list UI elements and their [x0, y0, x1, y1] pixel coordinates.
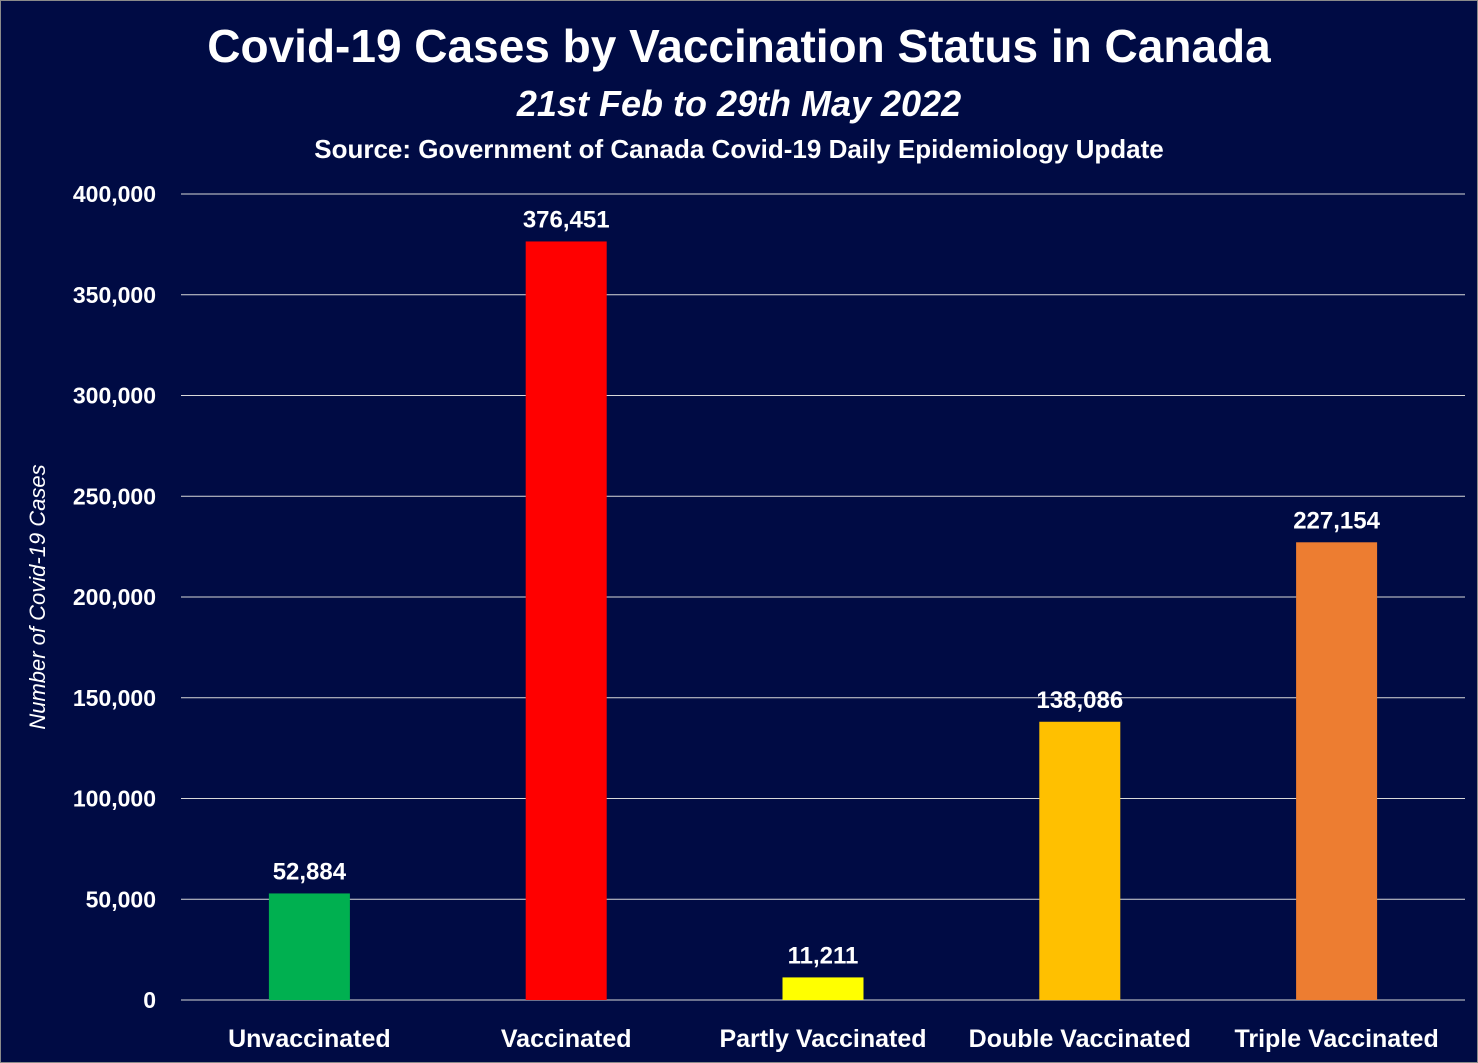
- bar-vaccinated: [525, 241, 607, 1000]
- x-tick-label: Triple Vaccinated: [1234, 1025, 1438, 1053]
- bars: [268, 241, 1378, 1000]
- y-tick-label: 50,000: [86, 886, 156, 912]
- data-labels: 52,884 376,451 11,211 138,086 227,154: [273, 206, 1381, 969]
- bar-double-vaccinated: [1039, 721, 1121, 1000]
- data-label: 227,154: [1293, 507, 1380, 534]
- y-tick-label: 250,000: [73, 483, 156, 509]
- x-tick-label: Double Vaccinated: [969, 1025, 1191, 1053]
- x-tick-label: Partly Vaccinated: [719, 1025, 926, 1053]
- data-label: 376,451: [523, 206, 610, 233]
- x-tick-label: Unvaccinated: [228, 1025, 391, 1053]
- data-label: 11,211: [788, 942, 859, 969]
- y-tick-label: 100,000: [73, 786, 156, 812]
- y-tick-label: 0: [143, 987, 156, 1013]
- data-label: 138,086: [1036, 687, 1123, 714]
- bar-unvaccinated: [268, 893, 350, 1000]
- y-tick-label: 400,000: [73, 181, 156, 207]
- chart-title: Covid-19 Cases by Vaccination Status in …: [207, 20, 1271, 72]
- chart-subtitle: 21st Feb to 29th May 2022: [516, 83, 961, 124]
- y-tick-label: 300,000: [73, 383, 156, 409]
- data-label: 52,884: [273, 858, 347, 885]
- y-axis-label: Number of Covid-19 Cases: [25, 464, 50, 729]
- gridlines: [181, 193, 1465, 1001]
- x-axis-ticks: Unvaccinated Vaccinated Partly Vaccinated D…: [228, 1025, 1439, 1053]
- bar-triple-vaccinated: [1296, 542, 1378, 1000]
- y-tick-label: 200,000: [73, 584, 156, 610]
- y-axis-ticks: 0 50,000 100,000 150,000 200,000 250,000 300,0…: [73, 181, 156, 1013]
- y-tick-label: 150,000: [73, 685, 156, 711]
- y-tick-label: 350,000: [73, 282, 156, 308]
- chart-source: Source: Government of Canada Covid-19 Da…: [314, 134, 1164, 164]
- x-tick-label: Vaccinated: [501, 1025, 632, 1053]
- bar-partly-vaccinated: [782, 977, 864, 1000]
